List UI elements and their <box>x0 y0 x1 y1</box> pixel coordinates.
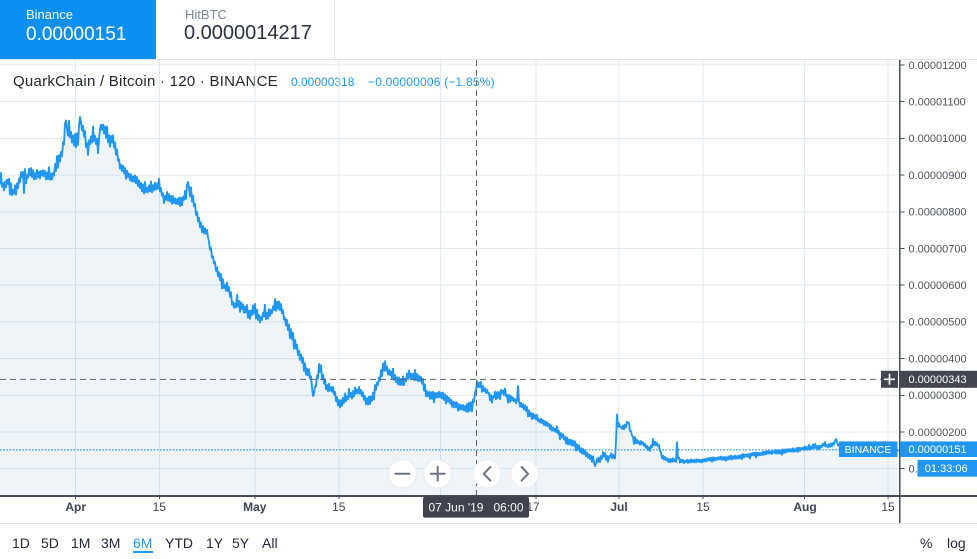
svg-text:0.00000900: 0.00000900 <box>909 170 967 182</box>
svg-text:0.00001000: 0.00001000 <box>909 133 967 145</box>
svg-text:Aug: Aug <box>793 500 816 514</box>
svg-text:0.00001200: 0.00001200 <box>909 60 967 72</box>
svg-text:Apr: Apr <box>65 500 86 514</box>
svg-text:15: 15 <box>881 500 895 514</box>
svg-text:0.00000400: 0.00000400 <box>909 353 967 365</box>
svg-text:0.00000800: 0.00000800 <box>909 207 967 219</box>
svg-text:Jul: Jul <box>610 500 627 514</box>
svg-text:01:33:06: 01:33:06 <box>925 463 968 475</box>
svg-text:0.00000500: 0.00000500 <box>909 317 967 329</box>
svg-text:15: 15 <box>332 500 346 514</box>
svg-text:0.00000300: 0.00000300 <box>909 390 967 402</box>
svg-text:0.00000200: 0.00000200 <box>909 427 967 439</box>
svg-text:17: 17 <box>526 500 540 514</box>
svg-text:07 Jun '19 06:00: 07 Jun '19 06:00 <box>428 500 523 514</box>
svg-text:15: 15 <box>696 500 710 514</box>
svg-text:BINANCE: BINANCE <box>845 444 892 456</box>
svg-text:0.00000700: 0.00000700 <box>909 243 967 255</box>
svg-text:0.00001100: 0.00001100 <box>909 97 966 109</box>
svg-text:May: May <box>243 500 267 514</box>
svg-text:0.00000600: 0.00000600 <box>909 280 967 292</box>
svg-text:0.00000151: 0.00000151 <box>909 444 967 456</box>
svg-text:0.00000343: 0.00000343 <box>909 374 967 386</box>
svg-text:15: 15 <box>153 500 167 514</box>
